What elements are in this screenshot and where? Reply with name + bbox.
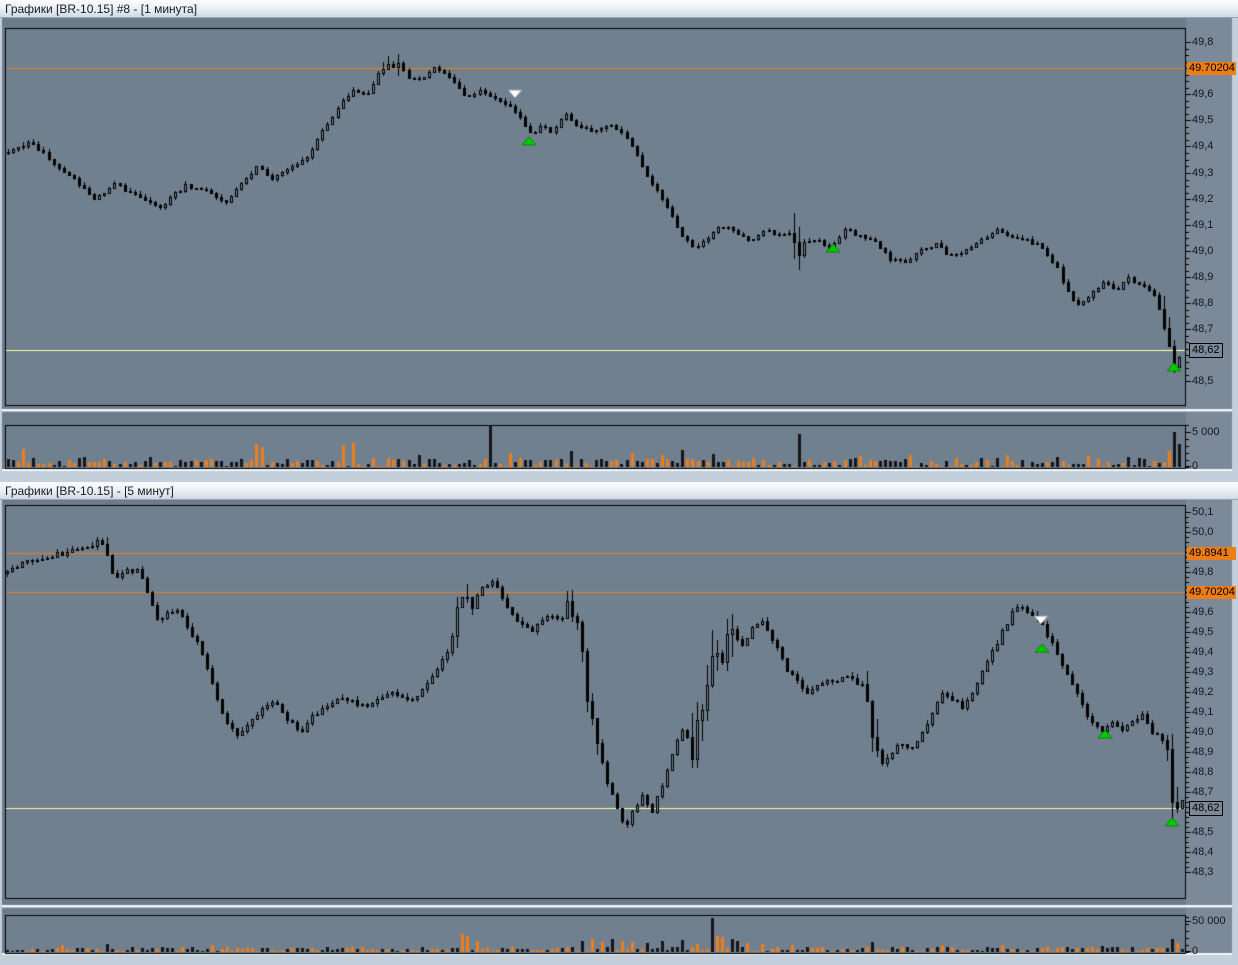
window-title: Графики [BR-10.15] - [5 минут] (5, 484, 174, 498)
window-titlebar[interactable]: Графики [BR-10.15] - [5 минут] (0, 482, 1238, 500)
chart-window-1m: Графики [BR-10.15] #8 - [1 минута] 49,8 4… (0, 0, 1238, 481)
candlestick-chart-5m-canvas[interactable] (0, 500, 1238, 965)
window-title: Графики [BR-10.15] #8 - [1 минута] (5, 2, 198, 16)
price-level-label[interactable]: 49.70204 (1187, 62, 1236, 75)
price-level-label[interactable]: 49.70204 (1187, 586, 1236, 599)
window-titlebar[interactable]: Графики [BR-10.15] #8 - [1 минута] (0, 0, 1238, 18)
candlestick-chart-1m-canvas[interactable] (0, 18, 1238, 481)
price-level-label[interactable]: 49.8941 (1187, 547, 1236, 560)
chart-window-5m: Графики [BR-10.15] - [5 минут] 50,1 50,0 4… (0, 481, 1238, 965)
